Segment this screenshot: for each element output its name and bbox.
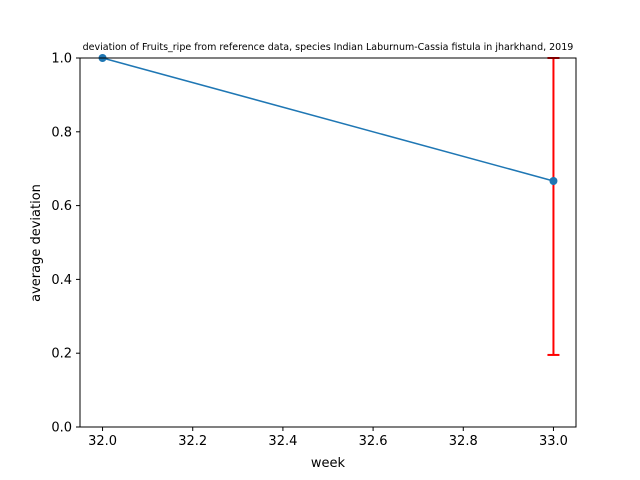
x-axis-label: week <box>311 456 346 471</box>
y-tick-label: 0.0 <box>51 421 72 436</box>
x-tick-label: 32.4 <box>268 434 297 449</box>
y-tick-label: 0.6 <box>51 199 72 214</box>
x-tick-label: 32.0 <box>88 434 117 449</box>
data-point <box>549 176 558 185</box>
y-tick-label: 0.8 <box>51 125 72 140</box>
chart-title: deviation of Fruits_ripe from reference … <box>83 42 574 53</box>
axes-frame <box>79 57 577 428</box>
y-tick-label: 0.2 <box>51 347 72 362</box>
y-axis-label: average deviation <box>29 184 44 302</box>
x-tick-label: 32.6 <box>359 434 388 449</box>
series-line <box>102 57 554 182</box>
plot-area: 32.0 32.2 32.4 32.6 32.8 33.0 0.0 0.2 0.4 0.6 0.8 1… <box>51 52 577 449</box>
y-tick-label: 0.4 <box>51 273 72 288</box>
x-tick-label: 32.8 <box>449 434 478 449</box>
x-tick-label: 32.2 <box>178 434 207 449</box>
y-tick-label: 1.0 <box>51 52 72 67</box>
x-tick-label: 33.0 <box>539 434 568 449</box>
